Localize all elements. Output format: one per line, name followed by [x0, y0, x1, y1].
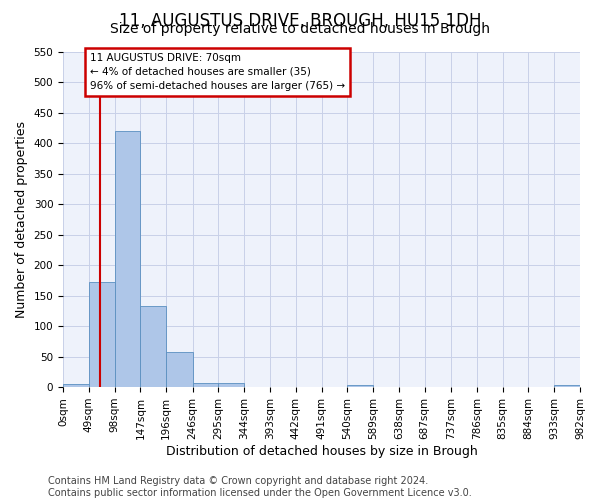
- Bar: [140, 306, 166, 387]
- Bar: [115, 131, 140, 387]
- Bar: [63, 384, 89, 387]
- Text: Size of property relative to detached houses in Brough: Size of property relative to detached ho…: [110, 22, 490, 36]
- Bar: [554, 386, 580, 387]
- Bar: [347, 386, 373, 387]
- Y-axis label: Number of detached properties: Number of detached properties: [15, 121, 28, 318]
- X-axis label: Distribution of detached houses by size in Brough: Distribution of detached houses by size …: [166, 444, 478, 458]
- Text: 11, AUGUSTUS DRIVE, BROUGH, HU15 1DH: 11, AUGUSTUS DRIVE, BROUGH, HU15 1DH: [119, 12, 481, 30]
- Text: Contains HM Land Registry data © Crown copyright and database right 2024.
Contai: Contains HM Land Registry data © Crown c…: [48, 476, 472, 498]
- Bar: [193, 383, 218, 387]
- Bar: [166, 352, 193, 387]
- Text: 11 AUGUSTUS DRIVE: 70sqm
← 4% of detached houses are smaller (35)
96% of semi-de: 11 AUGUSTUS DRIVE: 70sqm ← 4% of detache…: [90, 52, 345, 90]
- Bar: [218, 384, 244, 387]
- Bar: [89, 282, 115, 387]
